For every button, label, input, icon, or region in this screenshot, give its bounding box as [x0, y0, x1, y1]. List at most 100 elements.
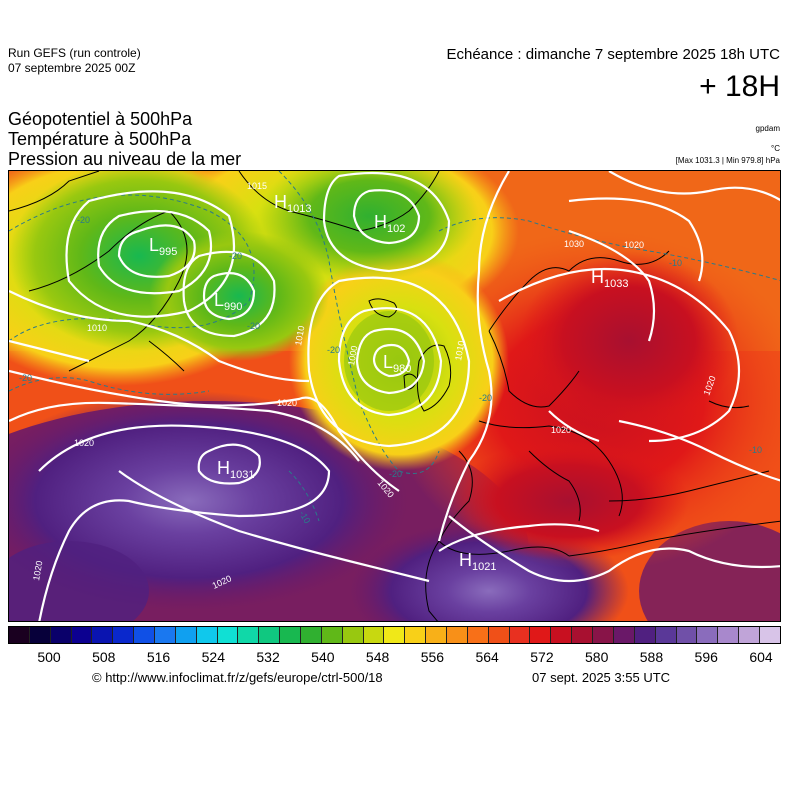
colorbar-segment [759, 627, 780, 643]
colorbar-segment [488, 627, 510, 643]
isotherm-label: -20 [327, 345, 340, 355]
high-center-scandinavia: H1033 [591, 267, 628, 290]
colorbar-segment [134, 627, 156, 643]
colorbar-tick-label: 500 [37, 649, 61, 665]
isotherm-label: -20 [247, 321, 260, 331]
generation-timestamp: 07 sept. 2025 3:55 UTC [532, 670, 671, 685]
unit-celsius: °C [771, 144, 780, 153]
isotherm-label: -10 [669, 258, 682, 268]
colorbar-segment [342, 627, 364, 643]
colorbar-segment [739, 627, 760, 643]
isobar-label: 1020 [31, 560, 44, 581]
isobar-label: 1010 [293, 325, 306, 346]
colorbar-tick-label: 604 [749, 649, 773, 665]
isotherm-label: -20 [19, 373, 32, 383]
high-center-north-africa: H1021 [459, 550, 496, 573]
isobar-label: 1010 [453, 340, 466, 361]
weather-map-svg: L995 L990 H1013 H102 L980 H1033 H1031 H1… [9, 171, 780, 621]
colorbar-tick-label: 564 [475, 649, 499, 665]
isobars [9, 171, 780, 621]
warm-core-russia [519, 251, 739, 431]
colorbar-tick-label: 580 [585, 649, 609, 665]
low-center-iceland: L980 [383, 352, 411, 375]
forecast-valid-time: Echéance : dimanche 7 septembre 2025 18h… [446, 46, 780, 63]
colorbar-segment [509, 627, 531, 643]
colorbar-segment [530, 627, 552, 643]
colorbar-segment [634, 627, 656, 643]
colorbar-segment [718, 627, 740, 643]
colorbar-segment [217, 627, 239, 643]
isotherm-label: -10 [749, 445, 762, 455]
colorbar-tick-label: 556 [420, 649, 445, 665]
isobar-label: 1010 [87, 323, 107, 333]
colorbar-segment [155, 627, 176, 643]
high-center-azores: H1031 [217, 458, 254, 481]
colorbar-segment [572, 627, 594, 643]
colorbar-segment [280, 627, 302, 643]
colorbar-segment [551, 627, 573, 643]
run-title: Run GEFS (run controle) [8, 46, 141, 60]
colorbar-segment [363, 627, 385, 643]
colorbar-segment [447, 627, 468, 643]
isobar-label: 1020 [277, 398, 297, 408]
colorbar-tick-label: 508 [92, 649, 116, 665]
param-pressure: Pression au niveau de la mer [8, 149, 242, 169]
colorbar-segment [405, 627, 427, 643]
unit-gpdam: gpdam [755, 124, 780, 133]
colorbar-segment [593, 627, 614, 643]
colorbar-segment [71, 627, 93, 643]
param-temperature: Température à 500hPa [8, 129, 192, 149]
colorbar-segment [321, 627, 343, 643]
colorbar-segment [175, 627, 197, 643]
colorbar-segment [238, 627, 260, 643]
pressure-centers: L995 L990 H1013 H102 L980 H1033 H1031 H1… [149, 192, 628, 573]
source-credit[interactable]: © http://www.infoclimat.fr/z/gefs/europe… [92, 670, 383, 685]
high-center-greenland: H102 [374, 212, 405, 235]
colorbar-tick-label: 548 [365, 649, 390, 665]
isotherm-label: -20 [229, 251, 242, 261]
colorbar-tick-label: 596 [694, 649, 718, 665]
colorbar-tick-label: 572 [530, 649, 554, 665]
colorbar-segment [92, 627, 114, 643]
isobar-label: 1020 [551, 425, 571, 435]
low-center-canada: L995 [149, 235, 177, 258]
colorbar-segment [113, 627, 135, 643]
colorbar-tick-label: 588 [639, 649, 664, 665]
colorbar-segment [697, 627, 719, 643]
colorbar-segment [259, 627, 281, 643]
colorbar-segment [301, 627, 322, 643]
run-date: 07 septembre 2025 00Z [8, 61, 136, 75]
isobar-label: 1030 [564, 239, 584, 249]
colorbar-ticks: 500 508 516 524 532 540 548 556 564 572 580 588 596 6… [8, 649, 781, 667]
colorbar-segment [29, 627, 51, 643]
high-center-greenland-west: H1013 [274, 192, 311, 215]
low-center-labrador: L990 [214, 290, 242, 313]
colorbar-tick-label: 532 [256, 649, 280, 665]
colorbar-segment [196, 627, 218, 643]
colorbar-segment [467, 627, 489, 643]
isotherm-labels: -20 -20 -20 -20 -20 -20 -20 -10 -10 -10 [19, 215, 762, 525]
isotherm-label: -20 [77, 215, 90, 225]
colorbar-segment [50, 627, 72, 643]
param-geopotential: Géopotentiel à 500hPa [8, 109, 193, 129]
lead-time: + 18H [699, 70, 780, 103]
colorbar [8, 626, 781, 644]
cold-core-greenland [259, 171, 479, 281]
isobar-label: 1020 [624, 240, 644, 250]
colorbar-segment [9, 627, 30, 643]
isotherm-label: -20 [479, 393, 492, 403]
isobar-label: 1000 [346, 345, 359, 366]
colorbar-segment [676, 627, 698, 643]
isobar-label: 1020 [74, 438, 94, 448]
isotherm-label: -20 [389, 469, 402, 479]
colorbar-segment [384, 627, 406, 643]
unit-pressure-range: [Max 1031.3 | Min 979.8] hPa [675, 156, 780, 165]
colorbar-segment [613, 627, 635, 643]
colorbar-tick-label: 524 [201, 649, 225, 665]
colorbar-segment [655, 627, 677, 643]
colorbar-tick-label: 540 [311, 649, 335, 665]
colorbar-segment [426, 627, 448, 643]
isobar-label: 1015 [247, 181, 267, 191]
colorbar-tick-label: 516 [146, 649, 171, 665]
weather-map: L995 L990 H1013 H102 L980 H1033 H1031 H1… [8, 170, 781, 622]
